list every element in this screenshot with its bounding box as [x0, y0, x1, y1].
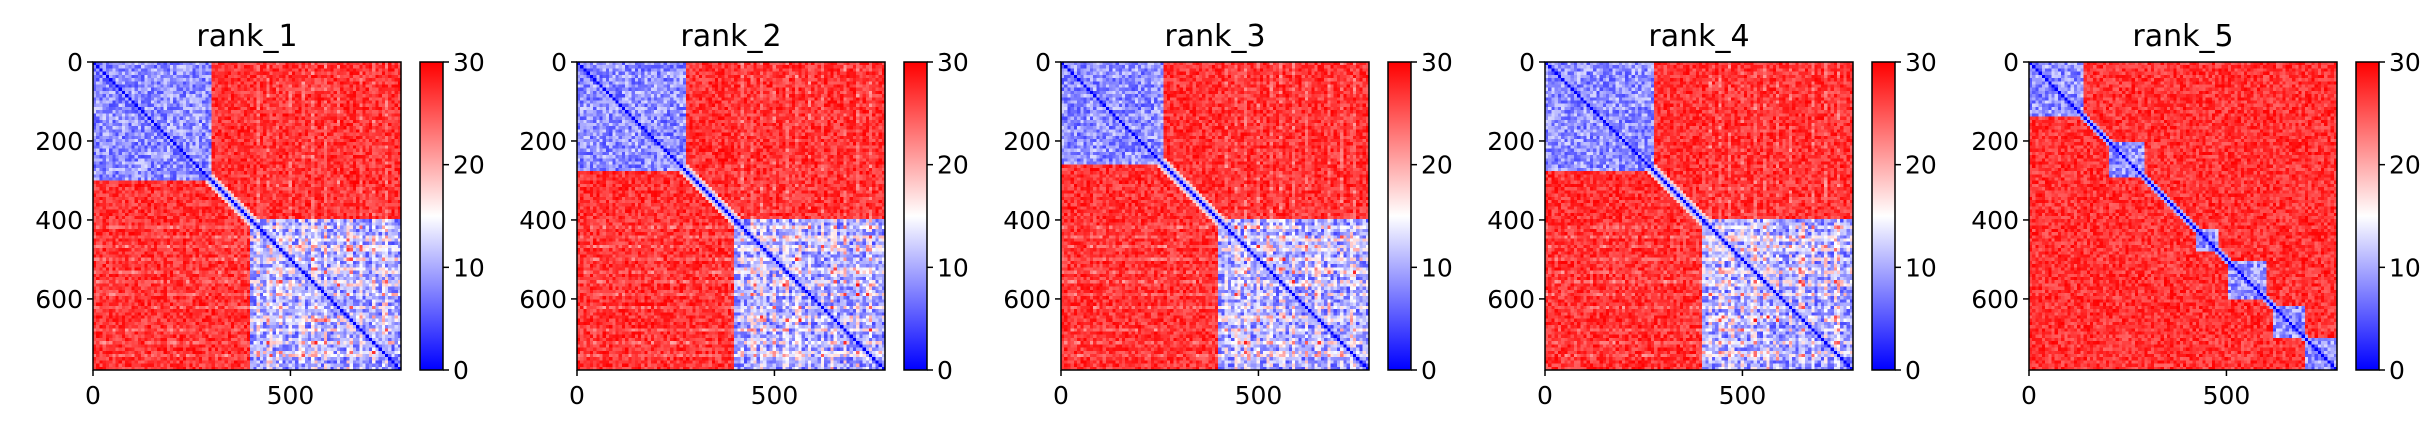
x-tick-label: 0 — [569, 381, 585, 410]
colorbar-tick-label: 20 — [1905, 151, 1937, 180]
colorbar — [419, 61, 444, 371]
x-tick-label: 500 — [267, 381, 315, 410]
y-tick-label: 0 — [2003, 48, 2019, 77]
heatmap-cells — [2029, 62, 2337, 370]
panel-title: rank_5 — [2132, 19, 2233, 54]
y-tick-label: 400 — [35, 206, 83, 235]
heatmap-panel-1: rank_1 0 200 400 600 0 500 0 10 20 30 — [35, 19, 485, 410]
colorbar-tick-label: 20 — [1421, 151, 1453, 180]
colorbar-tick-label: 30 — [937, 48, 969, 77]
y-tick-label: 600 — [1003, 285, 1051, 314]
heatmap-cells — [1061, 62, 1369, 370]
colorbar-tick-label: 0 — [937, 356, 953, 385]
heatmap-cells — [1545, 62, 1853, 370]
colorbar-tick-label: 0 — [1905, 356, 1921, 385]
colorbar-tick-label: 30 — [453, 48, 485, 77]
colorbar — [903, 61, 928, 371]
panel-title: rank_3 — [1164, 19, 1265, 54]
y-tick-label: 0 — [551, 48, 567, 77]
heatmap-panel-5: rank_5 0 200 400 600 0 500 0 10 20 30 — [1971, 19, 2421, 410]
y-tick-label: 400 — [519, 206, 567, 235]
colorbar — [1387, 61, 1412, 371]
colorbar — [1871, 61, 1896, 371]
colorbar-tick-label: 20 — [453, 151, 485, 180]
x-tick-label: 500 — [2203, 381, 2251, 410]
x-tick-label: 500 — [751, 381, 799, 410]
colorbar-tick-label: 20 — [937, 151, 969, 180]
colorbar-tick-label: 10 — [2389, 253, 2421, 282]
colorbar-tick-label: 0 — [453, 356, 469, 385]
x-tick-label: 500 — [1719, 381, 1767, 410]
colorbar-tick-label: 30 — [1905, 48, 1937, 77]
y-tick-label: 200 — [1971, 127, 2019, 156]
x-tick-label: 0 — [1053, 381, 1069, 410]
colorbar-tick-label: 10 — [1905, 253, 1937, 282]
heatmap-cells — [93, 62, 401, 370]
colorbar-tick-label: 10 — [453, 253, 485, 282]
heatmap-panel-4: rank_4 0 200 400 600 0 500 0 10 20 30 — [1487, 19, 1937, 410]
colorbar-tick-label: 20 — [2389, 151, 2421, 180]
y-tick-label: 200 — [519, 127, 567, 156]
y-tick-label: 400 — [1487, 206, 1535, 235]
y-tick-label: 600 — [35, 285, 83, 314]
panel-title: rank_4 — [1648, 19, 1749, 54]
y-tick-label: 0 — [1519, 48, 1535, 77]
x-tick-label: 0 — [1537, 381, 1553, 410]
y-tick-label: 600 — [1971, 285, 2019, 314]
x-tick-label: 0 — [85, 381, 101, 410]
colorbar-tick-label: 0 — [2389, 356, 2405, 385]
y-tick-label: 200 — [35, 127, 83, 156]
plot-frame — [576, 61, 886, 371]
y-tick-label: 200 — [1487, 127, 1535, 156]
panel-title: rank_2 — [680, 19, 781, 54]
y-tick-label: 0 — [67, 48, 83, 77]
y-tick-label: 600 — [1487, 285, 1535, 314]
y-tick-label: 400 — [1003, 206, 1051, 235]
colorbar-tick-label: 30 — [2389, 48, 2421, 77]
colorbar-tick-label: 10 — [937, 253, 969, 282]
colorbar-tick-label: 0 — [1421, 356, 1437, 385]
heatmap-panel-3: rank_3 0 200 400 600 0 500 0 10 20 30 — [1003, 19, 1453, 410]
x-tick-label: 0 — [2021, 381, 2037, 410]
panel-title: rank_1 — [196, 19, 297, 54]
plot-frame — [92, 61, 402, 371]
plot-frame — [2028, 61, 2338, 371]
colorbar-tick-label: 30 — [1421, 48, 1453, 77]
y-tick-label: 400 — [1971, 206, 2019, 235]
x-tick-label: 500 — [1235, 381, 1283, 410]
plot-frame — [1060, 61, 1370, 371]
colorbar-tick-label: 10 — [1421, 253, 1453, 282]
y-tick-label: 0 — [1035, 48, 1051, 77]
plot-frame — [1544, 61, 1854, 371]
colorbar — [2355, 61, 2380, 371]
heatmap-panel-2: rank_2 0 200 400 600 0 500 0 10 20 30 — [519, 19, 969, 410]
heatmap-cells — [577, 62, 885, 370]
y-tick-label: 600 — [519, 285, 567, 314]
y-tick-label: 200 — [1003, 127, 1051, 156]
